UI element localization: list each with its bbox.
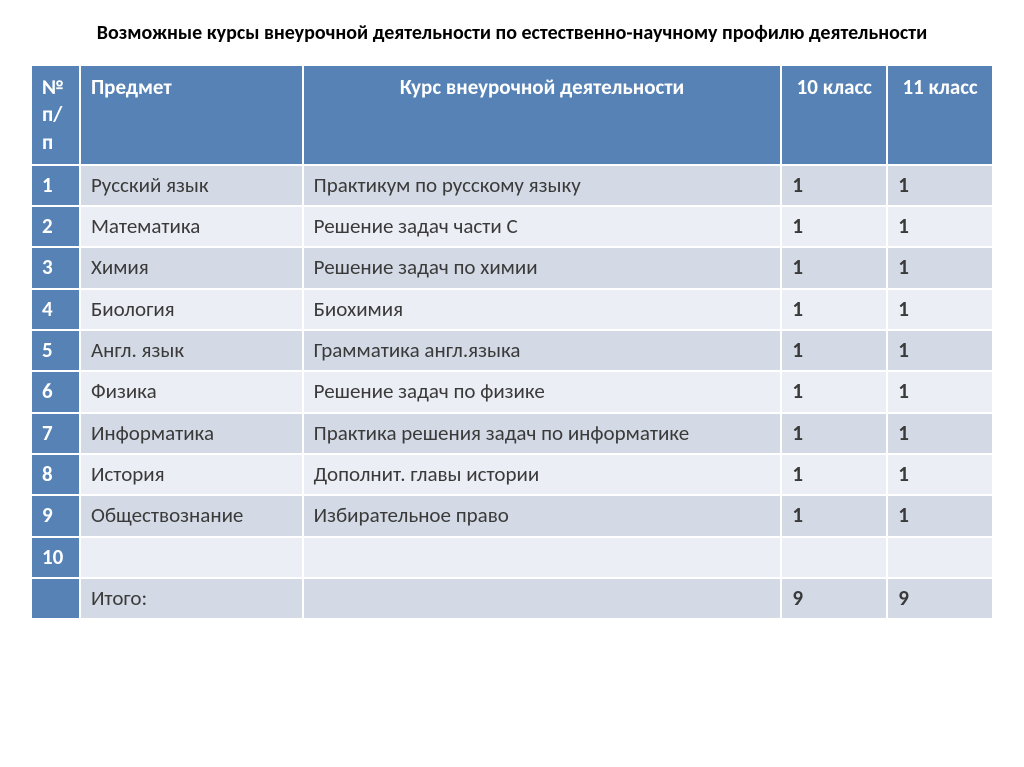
cell-course: Дополнит. главы истории: [303, 454, 782, 495]
cell-c10: 1: [781, 495, 887, 536]
table-body: 1 Русский язык Практикум по русскому язы…: [31, 165, 993, 619]
total-row: Итого: 9 9: [31, 578, 993, 619]
header-subject: Предмет: [80, 65, 303, 165]
cell-c11: [887, 537, 993, 578]
table-row: 3 Химия Решение задач по химии 1 1: [31, 247, 993, 288]
table-row: 10: [31, 537, 993, 578]
cell-c10: 1: [781, 206, 887, 247]
cell-course: Решение задач по физике: [303, 371, 782, 412]
page-title: Возможные курсы внеурочной деятельности …: [30, 20, 994, 46]
cell-c11: 1: [887, 371, 993, 412]
cell-course: Практикум по русскому языку: [303, 165, 782, 206]
header-num: № п/п: [31, 65, 80, 165]
table-row: 4 Биология Биохимия 1 1: [31, 289, 993, 330]
cell-c10: 1: [781, 289, 887, 330]
cell-c11: 1: [887, 206, 993, 247]
cell-subject: Русский язык: [80, 165, 303, 206]
cell-c10: 1: [781, 413, 887, 454]
cell-c11: 1: [887, 495, 993, 536]
header-row: № п/п Предмет Курс внеурочной деятельнос…: [31, 65, 993, 165]
table-row: 9 Обществознание Избирательное право 1 1: [31, 495, 993, 536]
cell-course: Биохимия: [303, 289, 782, 330]
table-row: 2 Математика Решение задач части С 1 1: [31, 206, 993, 247]
header-course: Курс внеурочной деятельности: [303, 65, 782, 165]
cell-subject: Химия: [80, 247, 303, 288]
cell-subject: Англ. язык: [80, 330, 303, 371]
cell-c11: 1: [887, 289, 993, 330]
cell-num: 5: [31, 330, 80, 371]
table-row: 7 Информатика Практика решения задач по …: [31, 413, 993, 454]
cell-subject: Физика: [80, 371, 303, 412]
cell-total-course: [303, 578, 782, 619]
cell-course: Практика решения задач по информатике: [303, 413, 782, 454]
cell-num: 1: [31, 165, 80, 206]
cell-num: 9: [31, 495, 80, 536]
cell-subject: Обществознание: [80, 495, 303, 536]
cell-num-total: [31, 578, 80, 619]
cell-subject: Математика: [80, 206, 303, 247]
cell-course: Грамматика англ.языка: [303, 330, 782, 371]
cell-total-c11: 9: [887, 578, 993, 619]
cell-num: 3: [31, 247, 80, 288]
cell-subject: Информатика: [80, 413, 303, 454]
header-class11: 11 класс: [887, 65, 993, 165]
cell-c11: 1: [887, 454, 993, 495]
cell-c10: 1: [781, 330, 887, 371]
cell-num: 7: [31, 413, 80, 454]
cell-c10: 1: [781, 454, 887, 495]
cell-subject: Биология: [80, 289, 303, 330]
cell-num: 6: [31, 371, 80, 412]
cell-course: Решение задач по химии: [303, 247, 782, 288]
cell-num: 2: [31, 206, 80, 247]
cell-c10: [781, 537, 887, 578]
cell-c11: 1: [887, 330, 993, 371]
cell-c11: 1: [887, 165, 993, 206]
cell-total-c10: 9: [781, 578, 887, 619]
cell-c11: 1: [887, 247, 993, 288]
cell-total-label: Итого:: [80, 578, 303, 619]
cell-c10: 1: [781, 371, 887, 412]
cell-course: [303, 537, 782, 578]
cell-subject: История: [80, 454, 303, 495]
table-row: 1 Русский язык Практикум по русскому язы…: [31, 165, 993, 206]
cell-num: 8: [31, 454, 80, 495]
cell-course: Избирательное право: [303, 495, 782, 536]
cell-course: Решение задач части С: [303, 206, 782, 247]
cell-c10: 1: [781, 247, 887, 288]
header-class10: 10 класс: [781, 65, 887, 165]
cell-num: 4: [31, 289, 80, 330]
cell-c10: 1: [781, 165, 887, 206]
courses-table: № п/п Предмет Курс внеурочной деятельнос…: [30, 64, 994, 620]
cell-subject: [80, 537, 303, 578]
table-row: 5 Англ. язык Грамматика англ.языка 1 1: [31, 330, 993, 371]
table-row: 8 История Дополнит. главы истории 1 1: [31, 454, 993, 495]
cell-c11: 1: [887, 413, 993, 454]
cell-num: 10: [31, 537, 80, 578]
table-row: 6 Физика Решение задач по физике 1 1: [31, 371, 993, 412]
